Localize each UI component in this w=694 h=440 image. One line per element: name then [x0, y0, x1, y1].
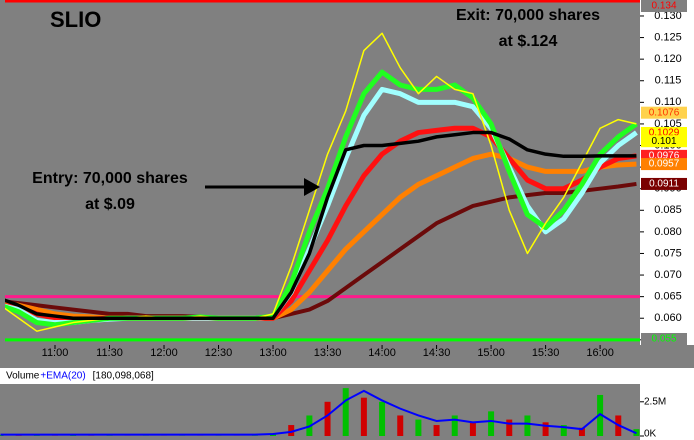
price-tag-label: 0.134	[651, 1, 676, 12]
x-tick-label: 13:00	[259, 347, 287, 359]
price-tag-label: 0.0957	[649, 159, 680, 170]
y-tick-label: 0.120	[654, 53, 682, 65]
x-tick-label: 14:30	[423, 347, 451, 359]
y-tick-label: 0.115	[655, 75, 682, 87]
y-axis-area	[640, 0, 694, 345]
y-tick-label: 0.110	[655, 96, 682, 108]
price-tag-label: 0.0976	[649, 151, 680, 162]
volume-bar	[324, 401, 331, 436]
legend-label: +EMA(20)	[40, 371, 85, 382]
y-tick-label: 0.125	[654, 31, 682, 43]
volume-bar	[288, 425, 295, 436]
volume-bar	[469, 422, 476, 436]
y-tick-label: 0.130	[654, 10, 682, 22]
y-tick-label: 0.070	[654, 269, 682, 281]
volume-bar	[342, 388, 349, 436]
y-tick-label: 2.5M	[644, 396, 666, 407]
x-tick-label: 14:00	[368, 347, 396, 359]
price-tag	[641, 333, 687, 345]
y-tick-label: 0K	[644, 429, 657, 440]
annotation: Exit: 70,000 shares	[456, 7, 600, 24]
volume-bar	[360, 397, 367, 436]
volume-bar	[451, 415, 458, 436]
price-tag-label: 0.101	[651, 136, 676, 147]
price-tag	[641, 177, 687, 190]
x-tick-label: 16:00	[586, 347, 614, 359]
x-tick-label: 12:30	[205, 347, 233, 359]
volume-bar	[433, 425, 440, 436]
volume-bar	[488, 411, 495, 436]
volume-axis-area	[640, 368, 694, 440]
price-tag	[641, 0, 687, 12]
chart-title: SLIO	[50, 7, 101, 32]
y-tick-label: 0.065	[654, 291, 682, 303]
volume-bar	[70, 435, 77, 436]
x-tick-label: 11:30	[96, 347, 123, 359]
y-tick-label: 0.060	[654, 312, 682, 324]
y-tick-label: 0.080	[654, 226, 682, 238]
total-label: [180,098,068]	[93, 371, 154, 382]
annotation: Entry: 70,000 shares	[32, 170, 188, 187]
price-tag-label: 0.055	[651, 334, 676, 345]
price-tag-label: 0.1029	[649, 128, 680, 139]
x-tick-label: 12:00	[150, 347, 178, 359]
volume-bar	[415, 419, 422, 436]
x-tick-label: 13:30	[314, 347, 342, 359]
ema-line	[5, 181, 637, 321]
legend-label: Volume	[6, 371, 40, 382]
price-tag	[641, 106, 687, 119]
volume-bar	[397, 415, 404, 436]
x-tick-label: 15:30	[532, 347, 560, 359]
price-tag-label: 0.0911	[649, 179, 679, 190]
annotation: at $.09	[85, 196, 135, 213]
volume-ema	[0, 389, 637, 436]
ema-line	[5, 130, 637, 320]
annotation: at $.124	[499, 33, 558, 50]
volume-header	[0, 368, 694, 384]
x-tick-label: 15:00	[477, 347, 505, 359]
volume-bar	[542, 422, 549, 436]
entry-arrow-head	[304, 178, 320, 196]
volume-bar	[524, 415, 531, 436]
price-tag	[641, 135, 687, 148]
y-tick-label: 0.075	[654, 247, 682, 259]
y-tick-label: 0.085	[654, 204, 682, 216]
x-tick-label: 11:00	[42, 347, 69, 359]
volume-bar	[597, 394, 604, 436]
price-tag	[641, 158, 687, 171]
y-tick-label: 0.105	[654, 118, 682, 130]
volume-bar	[578, 427, 585, 436]
lines	[5, 32, 638, 332]
volume-bar	[379, 401, 386, 436]
volume-bar	[560, 425, 567, 436]
price-tag-label: 0.1076	[649, 107, 680, 118]
volume-bar	[506, 419, 513, 436]
